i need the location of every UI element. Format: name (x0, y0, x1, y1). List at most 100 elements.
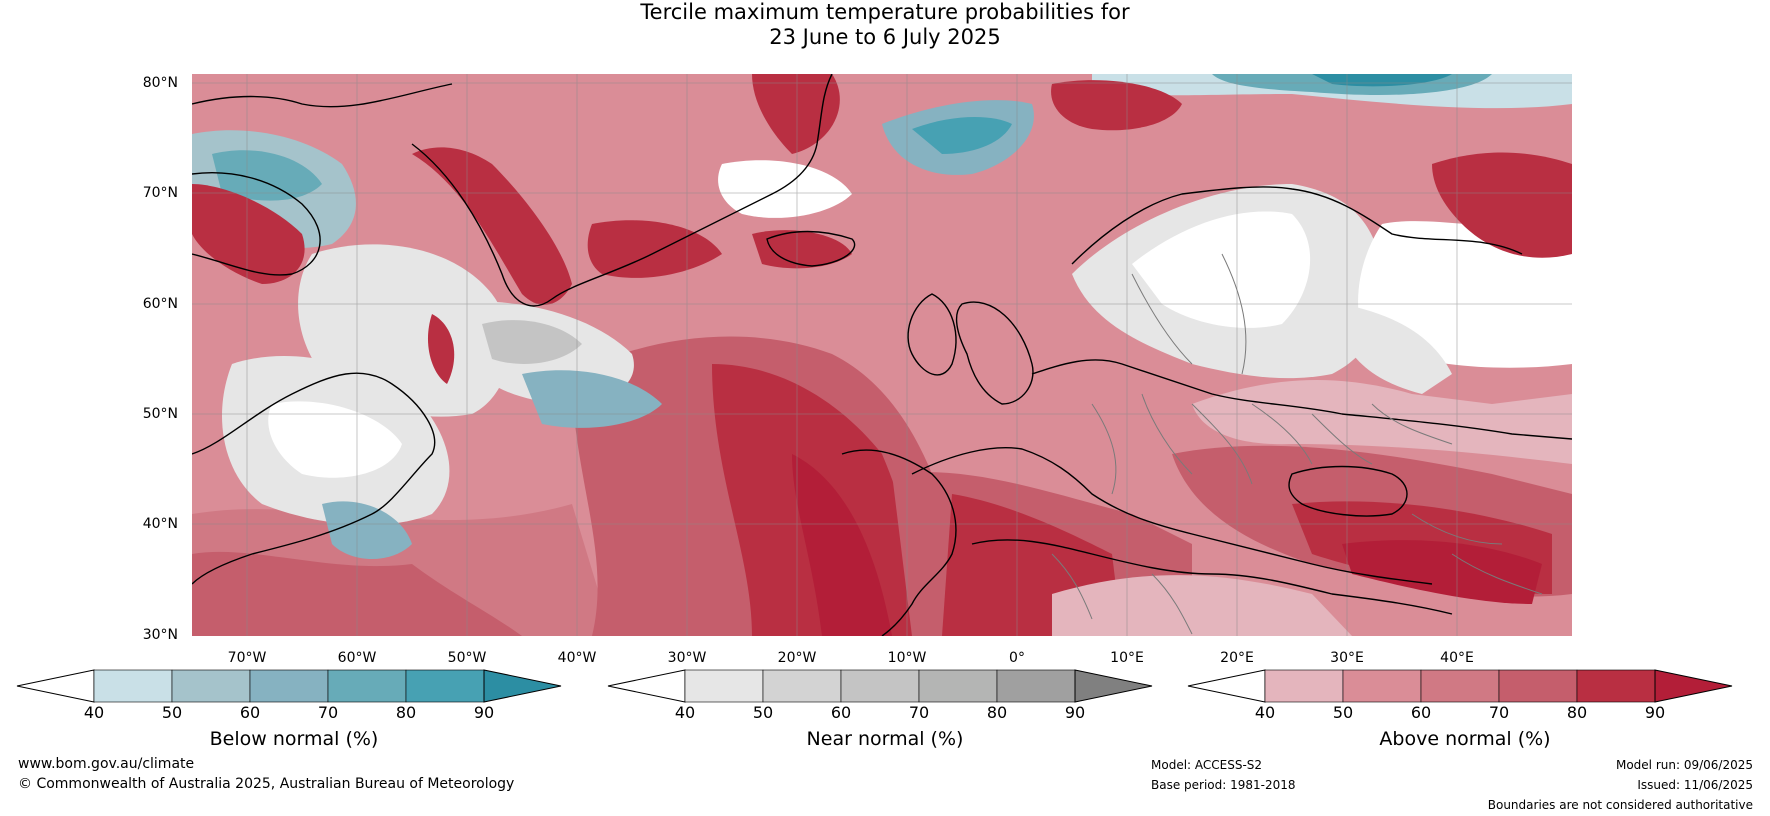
chart-title: Tercile maximum temperature probabilitie… (0, 0, 1770, 50)
lon-label-30w: 30°W (667, 650, 707, 666)
region-scandinavia-white (1132, 211, 1311, 328)
region-greenland-coast-80 (412, 147, 572, 305)
lon-label-10e: 10°E (1110, 650, 1144, 666)
colorbar-extend-high (1654, 669, 1733, 703)
region-labrador-coast-80 (192, 184, 305, 284)
colorbar-tick-label: 80 (1566, 703, 1588, 722)
colorbar-tick-label: 70 (908, 703, 930, 722)
colorbar-tick-label: 90 (1064, 703, 1086, 722)
coast-iceland (766, 230, 856, 267)
colorbar-segment (1264, 669, 1344, 703)
lon-label-30e: 30°E (1330, 650, 1364, 666)
lon-label-10w: 10°W (887, 650, 927, 666)
lon-label-40w: 40°W (557, 650, 597, 666)
coast-scandinavia (1071, 186, 1523, 265)
colorbar-near-normal-swatches (607, 669, 1153, 703)
region-nw-atlantic-near-70 (482, 320, 582, 364)
colorbar-segment (840, 669, 920, 703)
colorbar-above-normal-swatches (1187, 669, 1733, 703)
lat-label-30n: 30°N (142, 627, 178, 643)
footer-website: www.bom.gov.au/climate (18, 756, 195, 772)
colorbar-tick-label: 60 (1410, 703, 1432, 722)
coast-ireland (907, 293, 957, 376)
region-baltic-near (1342, 304, 1452, 394)
colorbar-tick-label: 50 (752, 703, 774, 722)
colorbar-tick-label: 80 (986, 703, 1008, 722)
region-central-atlantic-90 (792, 454, 892, 636)
graticule (192, 74, 1572, 636)
coast-north-america (192, 372, 436, 585)
colorbar-above-normal-label: Above normal (%) (1379, 728, 1551, 750)
colorbar-segment (249, 669, 329, 703)
colorbar-segment (684, 669, 764, 703)
lon-label-70w: 70°W (227, 650, 267, 666)
lat-label-80n: 80°N (142, 75, 178, 91)
lon-label-40e: 40°E (1440, 650, 1474, 666)
colorbar-segment (918, 669, 998, 703)
colorbar-segment (1498, 669, 1578, 703)
region-nw-atlantic-below (522, 370, 662, 428)
colorbar-extend-high (1074, 669, 1153, 703)
region-barents-80 (1432, 152, 1572, 258)
region-baffin-below-70 (212, 150, 322, 201)
colorbar-segment (762, 669, 842, 703)
lon-label-60w: 60°W (337, 650, 377, 666)
colorbar-extend-low (607, 669, 686, 703)
colorbar-below-normal: Below normal (%) 40 50 60 70 80 90 (16, 668, 572, 788)
colorbar-above-normal: Above normal (%) 40 50 60 70 80 90 (1187, 668, 1743, 788)
colorbar-tick-label: 90 (1644, 703, 1666, 722)
footer-model: Model: ACCESS-S2 (1151, 758, 1263, 772)
region-c-europe-40 (1192, 380, 1572, 464)
colorbar-segment (1420, 669, 1500, 703)
colorbar-segment (171, 669, 251, 703)
colorbar-tick-label: 60 (830, 703, 852, 722)
region-newfoundland-80 (427, 314, 455, 384)
region-denmark-strait-80 (587, 220, 722, 278)
coast-n-europe (1031, 359, 1572, 440)
region-canada-white (268, 401, 402, 478)
colorbar-tick-label: 70 (1488, 703, 1510, 722)
country-borders (1051, 253, 1543, 635)
colorbar-tick-label: 60 (239, 703, 261, 722)
coast-great-britain (955, 301, 1034, 405)
colorbar-segment (1342, 669, 1422, 703)
colorbar-extend-low (16, 669, 95, 703)
colorbar-segment (996, 669, 1076, 703)
colorbar-segment (327, 669, 407, 703)
footer-copyright: © Commonwealth of Australia 2025, Austra… (18, 776, 515, 792)
colorbar-tick-label: 40 (83, 703, 105, 722)
coast-black-sea (1288, 465, 1408, 517)
colorbar-segment (93, 669, 173, 703)
colorbar-near-normal: Near normal (%) 40 50 60 70 80 90 (607, 668, 1163, 788)
colorbar-tick-label: 70 (317, 703, 339, 722)
colorbar-tick-label: 90 (473, 703, 495, 722)
colorbar-tick-label: 50 (1332, 703, 1354, 722)
footer-base-period: Base period: 1981-2018 (1151, 778, 1296, 792)
title-line-2: 23 June to 6 July 2025 (769, 25, 1001, 49)
lon-label-50w: 50°W (447, 650, 487, 666)
footer-disclaimer: Boundaries are not considered authoritat… (1487, 798, 1753, 812)
colorbar-below-normal-label: Below normal (%) (209, 728, 379, 750)
colorbar-tick-label: 40 (1254, 703, 1276, 722)
colorbar-below-normal-swatches (16, 669, 562, 703)
colorbar-extend-low (1187, 669, 1266, 703)
lat-label-50n: 50°N (142, 406, 178, 422)
footer-model-run: Model run: 09/06/2025 (1615, 758, 1753, 772)
coast-greenland (411, 74, 833, 307)
coast-baffin-island (192, 172, 321, 276)
region-svalbard-80 (1051, 80, 1182, 131)
region-svalbard-sea-below-80 (912, 117, 1012, 154)
colorbar-segment (405, 669, 485, 703)
title-line-1: Tercile maximum temperature probabilitie… (640, 0, 1130, 24)
lat-label-60n: 60°N (142, 296, 178, 312)
lon-label-0: 0° (1009, 650, 1025, 666)
coastlines (192, 74, 1572, 636)
colorbar-tick-label: 80 (395, 703, 417, 722)
coast-mediterranean-north (911, 447, 1433, 585)
colorbar-near-normal-label: Near normal (%) (806, 728, 964, 750)
lat-label-70n: 70°N (142, 185, 178, 201)
map-canvas (192, 74, 1572, 636)
coast-mediterranean-south (971, 539, 1453, 615)
lon-label-20w: 20°W (777, 650, 817, 666)
region-iceland-80 (752, 230, 852, 269)
